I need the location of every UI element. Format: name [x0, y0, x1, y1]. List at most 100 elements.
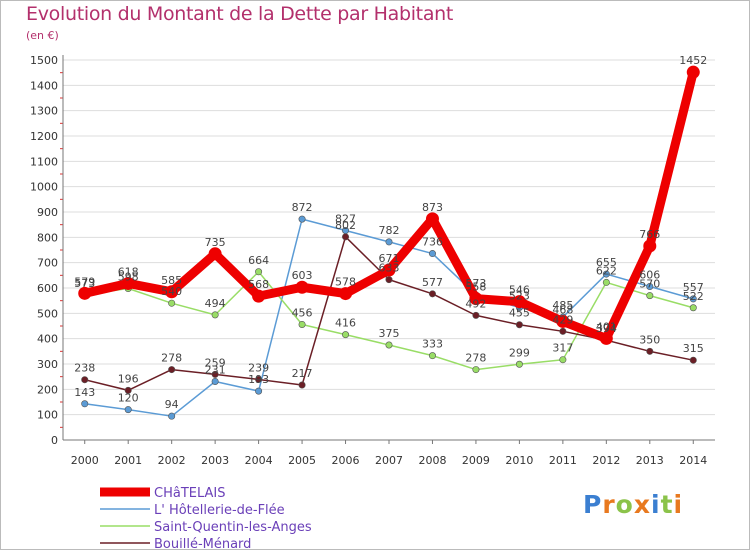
data-label: 375 — [379, 327, 400, 340]
data-point — [472, 366, 480, 374]
data-point — [428, 352, 436, 360]
x-tick-label: 2003 — [201, 454, 229, 467]
x-tick-label: 2007 — [375, 454, 403, 467]
legend-label: CHâTELAIS — [154, 486, 226, 501]
y-tick-label: 200 — [37, 383, 58, 396]
data-label: 238 — [74, 362, 95, 375]
x-tick-label: 2013 — [636, 454, 664, 467]
x-tick-label: 2005 — [288, 454, 316, 467]
x-tick-label: 2010 — [505, 454, 533, 467]
data-point — [208, 247, 222, 261]
data-label: 873 — [422, 201, 443, 214]
y-tick-label: 500 — [37, 307, 58, 320]
logo-letter: x — [633, 490, 651, 519]
data-label: 317 — [552, 342, 573, 355]
data-point — [472, 311, 480, 319]
data-point — [686, 65, 700, 79]
y-tick-label: 600 — [37, 282, 58, 295]
data-point — [255, 268, 263, 276]
data-label: 333 — [422, 338, 443, 351]
data-label: 577 — [422, 276, 443, 289]
logo-letter: o — [615, 490, 634, 519]
x-tick-label: 2002 — [158, 454, 186, 467]
data-point — [168, 412, 176, 420]
data-point — [646, 282, 654, 290]
data-point — [428, 250, 436, 258]
data-label: 456 — [292, 306, 313, 319]
data-label: 585 — [161, 274, 182, 287]
data-point — [512, 295, 526, 309]
data-point — [298, 320, 306, 328]
data-point — [211, 370, 219, 378]
data-label: 578 — [335, 276, 356, 289]
y-tick-label: 1400 — [30, 79, 58, 92]
y-tick-label: 1000 — [30, 181, 58, 194]
data-point — [81, 400, 89, 408]
data-label: 494 — [205, 297, 226, 310]
y-tick-label: 900 — [37, 206, 58, 219]
logo-letter: i — [673, 490, 684, 519]
data-label: 394 — [596, 322, 617, 335]
data-label: 618 — [118, 265, 139, 278]
data-label: 429 — [552, 313, 573, 326]
data-point — [689, 356, 697, 364]
logo-letter: P — [583, 490, 603, 519]
data-point — [81, 376, 89, 384]
legend: CHâTELAIS L' Hôtellerie-de-Flée Saint-Quen… — [100, 486, 312, 550]
data-label: 573 — [465, 277, 486, 290]
y-tick-label: 0 — [51, 434, 58, 447]
logo-letter: t — [660, 490, 674, 519]
data-point — [211, 311, 219, 319]
x-tick-label: 2014 — [679, 454, 707, 467]
data-point — [255, 387, 263, 395]
data-label: 664 — [248, 254, 269, 267]
data-label: 196 — [118, 372, 139, 385]
data-point — [556, 314, 570, 328]
data-label: 522 — [683, 290, 704, 303]
y-tick-label: 700 — [37, 257, 58, 270]
data-point — [385, 276, 393, 284]
data-label: 622 — [596, 264, 617, 277]
legend-label: Saint-Quentin-les-Anges — [154, 520, 312, 535]
x-tick-label: 2001 — [114, 454, 142, 467]
x-tick-label: 2000 — [71, 454, 99, 467]
grid-lines — [63, 59, 715, 441]
data-point — [342, 331, 350, 339]
series-line — [80, 67, 698, 343]
data-point — [211, 377, 219, 385]
data-label: 827 — [335, 212, 356, 225]
data-label: 736 — [422, 236, 443, 249]
data-label: 802 — [335, 219, 356, 232]
data-point — [559, 356, 567, 364]
data-label: 278 — [161, 352, 182, 365]
data-point — [515, 321, 523, 329]
data-label: 606 — [639, 268, 660, 281]
data-point — [168, 299, 176, 307]
x-tick-label: 2004 — [245, 454, 273, 467]
data-point — [121, 276, 135, 290]
y-tick-label: 800 — [37, 231, 58, 244]
y-tick-label: 300 — [37, 358, 58, 371]
axes: 0 100 200 300 400 500 600 700 800 900 1000 1100 1200… — [30, 54, 715, 467]
x-tick-label: 2012 — [592, 454, 620, 467]
series-line — [83, 218, 695, 417]
data-label: 485 — [552, 299, 573, 312]
data-label: 557 — [683, 281, 704, 294]
data-label: 259 — [205, 356, 226, 369]
series-lines — [78, 65, 700, 420]
data-label: 633 — [379, 262, 400, 275]
data-label: 735 — [205, 236, 226, 249]
data-point — [428, 290, 436, 298]
logo-letter: r — [602, 490, 616, 519]
data-point — [298, 215, 306, 223]
data-label: 579 — [74, 275, 95, 288]
data-label: 523 — [509, 290, 530, 303]
legend-label: Bouillé-Ménard — [154, 537, 251, 550]
data-point — [689, 304, 697, 312]
data-point — [425, 212, 439, 226]
data-label: 558 — [465, 281, 486, 294]
data-point — [643, 239, 657, 253]
data-point — [382, 263, 396, 277]
data-point — [646, 347, 654, 355]
